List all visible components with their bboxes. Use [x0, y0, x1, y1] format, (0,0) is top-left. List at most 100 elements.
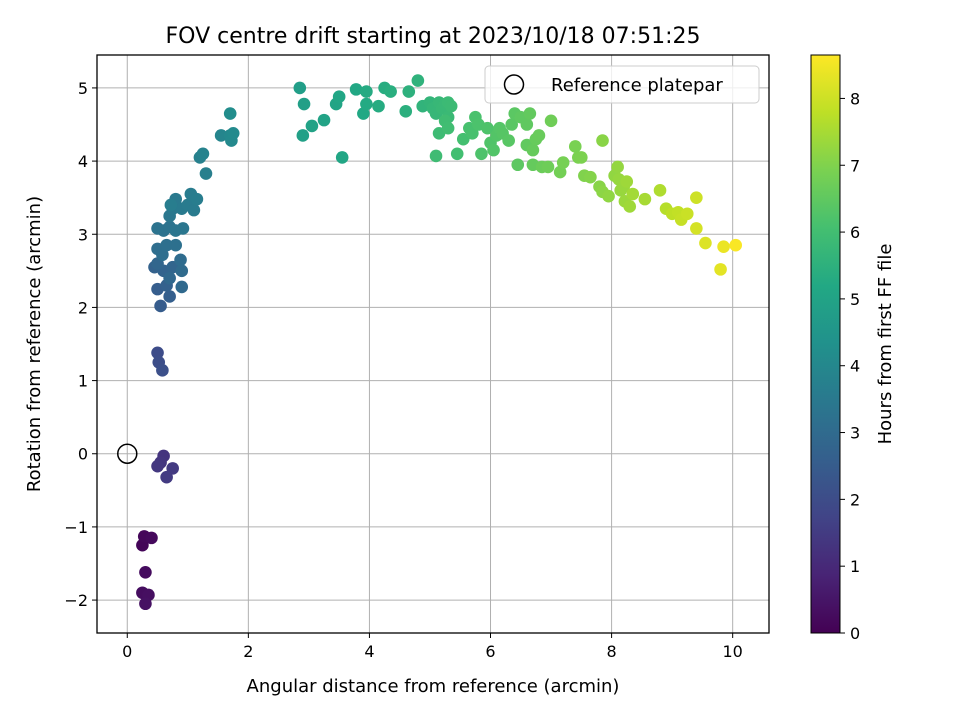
y-tick-label: 4: [78, 152, 88, 171]
legend-box: [484, 65, 760, 104]
data-point: [544, 114, 558, 128]
data-point: [156, 248, 169, 262]
data-point: [402, 85, 416, 98]
data-point: [584, 170, 597, 184]
colorbar-gradient: [810, 54, 841, 634]
data-point: [305, 119, 319, 133]
x-tick-label: 6: [485, 642, 495, 661]
data-point: [139, 565, 152, 579]
x-tick-label: 10: [722, 642, 742, 661]
data-point: [174, 253, 187, 267]
data-point: [481, 121, 494, 135]
y-tick-label: 3: [78, 225, 88, 244]
data-point: [475, 147, 488, 161]
data-point: [466, 126, 479, 140]
data-point: [532, 129, 546, 142]
data-point: [332, 90, 346, 104]
data-point: [360, 85, 373, 98]
data-point: [335, 151, 349, 164]
colorbar-tick-label: 5: [850, 290, 860, 309]
data-point: [556, 156, 570, 169]
data-point: [523, 107, 537, 120]
x-tick-label: 4: [364, 642, 374, 661]
data-point: [611, 160, 624, 174]
data-point: [223, 107, 237, 120]
colorbar-tick-label: 7: [850, 156, 860, 175]
grid: [97, 55, 769, 633]
data-point: [349, 83, 363, 96]
data-point: [729, 238, 743, 252]
data-point: [680, 207, 694, 221]
data-point: [199, 167, 213, 180]
data-point: [623, 200, 637, 213]
data-point: [164, 198, 178, 212]
x-axis-label: Angular distance from reference (arcmin): [247, 676, 620, 697]
x-axis: 0 2 4 6 8 10: [122, 633, 743, 661]
data-point: [176, 222, 190, 235]
legend: Reference platepar: [484, 65, 760, 104]
x-tick-label: 8: [607, 642, 617, 661]
data-point: [296, 129, 310, 142]
data-point: [169, 238, 183, 252]
y-tick-label: 2: [78, 298, 88, 317]
y-axis: −2 −1 0 1 2 3 4 5: [64, 79, 97, 610]
data-point: [166, 462, 179, 475]
data-point: [384, 85, 397, 98]
data-point: [502, 134, 515, 147]
data-point: [160, 238, 173, 252]
y-tick-label: 0: [78, 445, 88, 464]
data-point: [520, 118, 534, 131]
colorbar-tick-label: 0: [850, 624, 860, 643]
data-point: [151, 222, 164, 235]
colorbar-tick-label: 4: [850, 357, 860, 376]
data-point: [293, 81, 307, 95]
reference-platepar-marker: [117, 443, 138, 464]
data-point: [226, 126, 240, 140]
data-point: [160, 470, 173, 484]
data-point: [714, 263, 727, 276]
data-point: [690, 222, 703, 235]
y-axis-label: Rotation from reference (arcmin): [24, 196, 45, 492]
data-point: [541, 160, 555, 174]
data-points: [117, 74, 743, 611]
data-point: [441, 121, 455, 135]
data-point: [357, 107, 370, 120]
data-point: [156, 364, 169, 377]
data-point: [399, 105, 413, 118]
data-point: [163, 290, 176, 303]
data-point: [360, 97, 373, 111]
data-point: [526, 143, 540, 157]
data-point: [214, 129, 228, 142]
data-point: [575, 151, 588, 164]
data-point: [411, 74, 425, 87]
data-point: [690, 191, 703, 204]
data-point: [154, 299, 167, 313]
data-point: [163, 271, 176, 285]
x-tick-label: 2: [243, 642, 253, 661]
data-point: [602, 189, 615, 203]
data-point: [653, 184, 667, 197]
y-tick-label: −1: [64, 518, 88, 537]
colorbar-label: Hours from first FF file: [875, 244, 896, 445]
y-tick-label: 1: [78, 372, 88, 391]
y-tick-label: 5: [78, 79, 88, 98]
data-point: [151, 346, 164, 360]
data-point: [187, 203, 201, 217]
colorbar-ticks: 0 1 2 3 4 5 6 7 8: [840, 89, 860, 643]
data-point: [175, 280, 189, 294]
colorbar-tick-label: 6: [850, 223, 860, 242]
data-point: [699, 236, 712, 250]
data-point: [450, 147, 464, 161]
data-point: [372, 99, 385, 113]
legend-label-reference: Reference platepar: [551, 75, 723, 96]
data-point: [456, 132, 470, 146]
data-point: [638, 192, 652, 206]
data-point: [139, 597, 152, 611]
colorbar: 0 1 2 3 4 5 6 7 8 Hours from first FF file: [810, 54, 896, 643]
x-tick-label: 0: [122, 642, 132, 661]
data-point: [145, 531, 158, 545]
colorbar-tick-label: 2: [850, 490, 860, 509]
data-point: [175, 264, 189, 278]
data-point: [317, 113, 331, 127]
